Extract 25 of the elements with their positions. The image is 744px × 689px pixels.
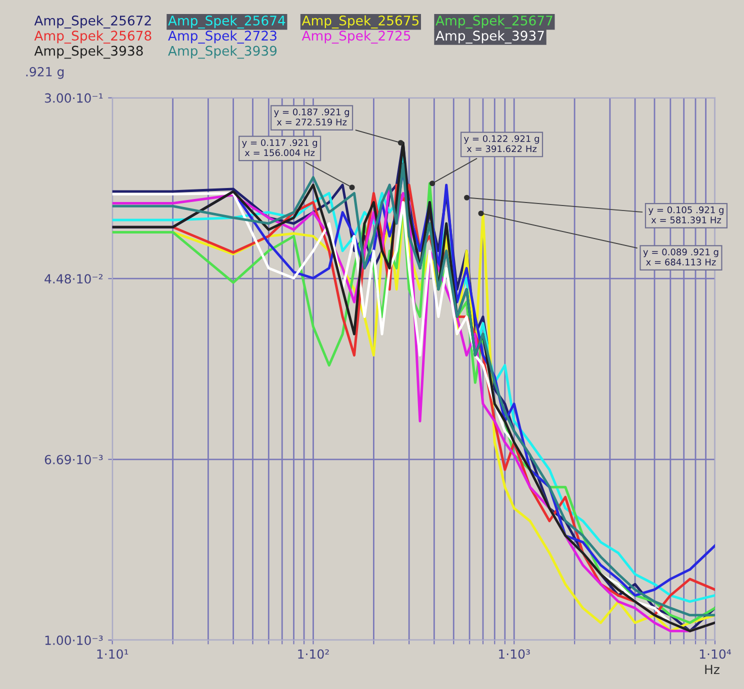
y-axis-title: .921 g (26, 66, 64, 79)
annotation: y = 0.122 .921 g x = 391.622 Hz (464, 135, 539, 152)
y-tick-label: 1.00·10⁻³ (45, 636, 103, 646)
x-tick-label: 1·10¹ (97, 649, 128, 659)
annotation: y = 0.089 .921 g x = 684.113 Hz (643, 248, 718, 266)
annotation: y = 0.117 .921 g x = 156.004 Hz (242, 139, 318, 156)
x-tick-label: 1·10⁴ (700, 649, 732, 659)
text: Amp_Spek_3937 (436, 30, 544, 44)
text: Amp_Spek_25672 (34, 15, 151, 28)
text: Amp_Spek_3939 (168, 46, 277, 59)
y-tick-label: 3.00·10⁻¹ (44, 93, 103, 103)
annotation: y = 0.105 .921 g x = 581.391 Hz (648, 206, 724, 224)
text: Amp_Spek_3938 (34, 46, 143, 59)
annotation: y = 0.187 .921 g x = 272.519 Hz (274, 108, 350, 126)
text: Amp_Spek_25675 (302, 15, 419, 28)
text: Amp_Spek_25677 (436, 15, 552, 28)
y-tick-label: 6.69·10⁻³ (44, 454, 103, 464)
text: Amp_Spek_2725 (302, 30, 410, 44)
y-tick-label: 4.48·10⁻² (44, 274, 103, 284)
text: Amp_Spek_25674 (168, 15, 286, 28)
x-tick-label: 1·10³ (499, 649, 530, 659)
text: Amp_Spek_2723 (168, 30, 276, 44)
x-tick-label: 1·10² (298, 649, 329, 659)
x-axis-title: Hz (705, 664, 720, 674)
text: Amp_Spek_25678 (34, 30, 152, 44)
